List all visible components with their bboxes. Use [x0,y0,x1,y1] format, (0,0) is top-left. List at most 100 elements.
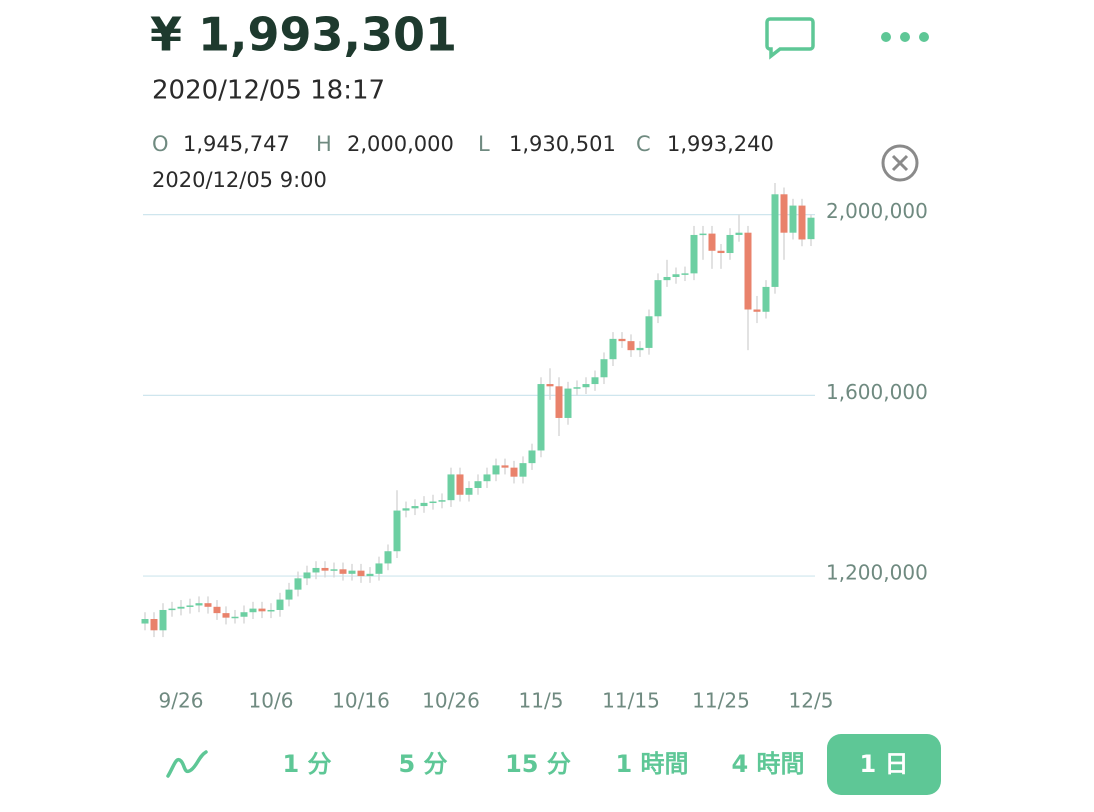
candle-body [672,274,680,277]
dot [919,32,929,42]
ohlc-value: 1,930,501 [509,132,616,156]
candle-body [465,487,473,495]
candle-body [231,616,239,619]
chat-icon [765,17,815,60]
close-button[interactable] [881,144,919,182]
candle-body [267,609,275,612]
candle-body [735,232,743,235]
y-tick-label: 1,600,000 [826,380,928,404]
ohlc-value: 2,000,000 [347,132,454,156]
candle-body [330,569,338,571]
candle-body [690,234,698,274]
candle-body [150,619,158,631]
interval-tab[interactable]: 15 分 [505,750,571,778]
x-tick-label: 12/5 [789,689,834,713]
x-tick-label: 10/16 [332,689,390,713]
candle-body [618,338,626,342]
candle-body [168,608,176,611]
price: ¥ 1,993,301 [150,8,457,62]
menu-button[interactable] [881,32,929,42]
candle-body [564,388,572,418]
candle-body [186,605,194,607]
candle-body [807,217,815,240]
line-chart-toggle[interactable] [166,750,208,778]
candle-body [276,599,284,610]
candle-body [177,606,185,609]
candle-body [555,386,563,418]
candle-body [492,465,500,475]
candle-body [474,481,482,488]
datetime: 2020/12/05 18:17 [152,76,385,106]
candle-body [744,232,752,310]
candle-body [429,501,437,504]
candle-body [384,551,392,564]
ohlc-value: 1,993,240 [667,132,774,156]
candle-body [609,338,617,360]
candle-body [141,619,149,624]
candle-body [240,612,248,617]
candle-body [600,359,608,378]
candle-body [654,280,662,317]
candle-body [483,474,491,482]
ohlc-label: O [152,132,169,156]
ohlc-label: C [636,132,651,156]
candle-body [510,467,518,477]
candle-body [456,474,464,495]
x-tick-label: 11/5 [519,689,564,713]
candle-body [213,606,221,614]
candle-body [573,387,581,389]
x-tick-label: 11/15 [602,689,660,713]
candle-body [159,609,167,631]
candle-body [321,567,329,571]
candle-body [591,377,599,385]
candle-body [582,384,590,388]
candle-body [528,450,536,464]
y-tick-label: 2,000,000 [826,199,928,223]
candle-body [537,384,545,451]
candle-body [762,286,770,312]
interval-tab[interactable]: 1 分 [282,750,331,778]
candle-body [375,563,383,574]
selected-tab-bg [827,734,941,795]
candle-body [780,194,788,233]
candle-body [366,573,374,577]
candle-body [501,465,509,468]
chat-button[interactable] [765,17,815,60]
x-tick-label: 11/25 [692,689,750,713]
candle-body [222,613,230,618]
candle-body [411,506,419,509]
ohlc-value: 1,945,747 [183,132,290,156]
interval-tab[interactable]: 4 時間 [731,750,804,778]
candle-body [546,384,554,387]
candle-body [699,233,707,236]
candle-body [294,578,302,590]
dot [900,32,910,42]
interval-tab[interactable]: 5 分 [398,750,447,778]
candle-body [438,500,446,502]
candle-body [285,589,293,600]
candle-body [393,510,401,552]
interval-tab[interactable]: 1 日 [859,750,908,778]
candle-body [771,194,779,287]
candle-body [258,608,266,612]
candle-body [519,463,527,477]
candle-body [645,316,653,348]
candle-body [627,341,635,351]
y-tick-label: 1,200,000 [826,561,928,585]
candle-body [420,502,428,507]
candle-time: 2020/12/05 9:00 [152,168,327,192]
dot [881,32,891,42]
interval-tab[interactable]: 1 時間 [615,750,688,778]
candle-body [753,309,761,312]
candle-body [708,233,716,251]
candle-body [636,347,644,351]
ohlc-label: L [478,132,490,156]
candle-body [357,570,365,577]
candle-body [663,276,671,281]
candle-body [798,205,806,240]
candle-body [204,603,212,607]
candle-body [681,273,689,275]
candle-body [195,603,203,606]
